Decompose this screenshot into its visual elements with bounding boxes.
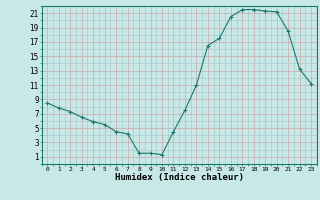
X-axis label: Humidex (Indice chaleur): Humidex (Indice chaleur)	[115, 173, 244, 182]
